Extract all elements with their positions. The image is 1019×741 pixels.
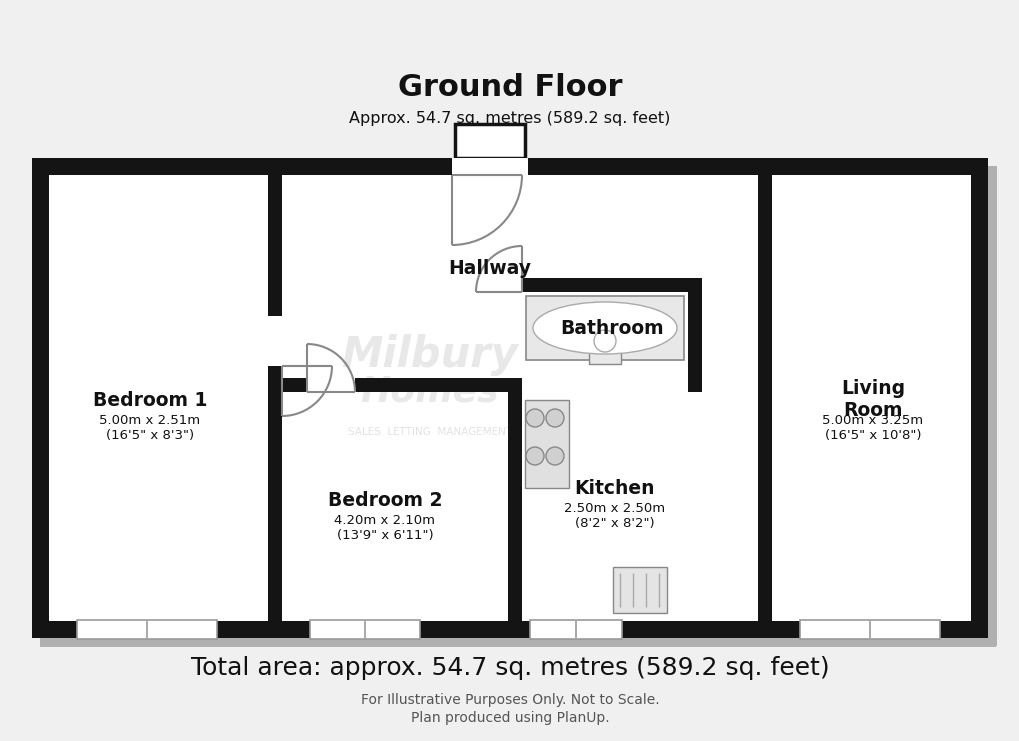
Circle shape: [593, 330, 615, 352]
Bar: [49, 175, 970, 621]
Text: 5.00m x 2.51m: 5.00m x 2.51m: [99, 413, 201, 427]
Bar: [32, 158, 987, 638]
Text: Bedroom 2: Bedroom 2: [327, 491, 442, 510]
Bar: [364, 620, 366, 639]
Ellipse shape: [533, 302, 677, 354]
Text: Homes: Homes: [361, 375, 499, 409]
Circle shape: [545, 447, 564, 465]
Bar: [526, 296, 684, 360]
Bar: [268, 316, 282, 366]
Text: Approx. 54.7 sq. metres (589.2 sq. feet): Approx. 54.7 sq. metres (589.2 sq. feet): [348, 110, 671, 125]
Bar: [310, 620, 420, 639]
Bar: [454, 124, 525, 158]
Bar: [507, 292, 523, 338]
Text: 4.20m x 2.10m: 4.20m x 2.10m: [334, 514, 435, 527]
Bar: [757, 175, 771, 621]
Bar: [987, 166, 996, 646]
Text: For Illustrative Purposes Only. Not to Scale.: For Illustrative Purposes Only. Not to S…: [361, 693, 658, 707]
Bar: [40, 638, 995, 647]
Bar: [507, 378, 522, 621]
Text: Kitchen: Kitchen: [574, 479, 654, 497]
Bar: [522, 278, 688, 292]
Text: 5.00m x 3.25m: 5.00m x 3.25m: [821, 413, 922, 427]
Text: Living
Room: Living Room: [840, 379, 904, 420]
Bar: [612, 567, 666, 613]
Bar: [281, 378, 507, 392]
Bar: [454, 124, 525, 158]
Bar: [799, 620, 940, 639]
Bar: [530, 620, 622, 639]
Text: Milbury: Milbury: [341, 334, 518, 376]
Text: (8'2" x 8'2"): (8'2" x 8'2"): [575, 516, 654, 530]
Circle shape: [526, 447, 543, 465]
Text: Bedroom 1: Bedroom 1: [93, 391, 207, 410]
Bar: [146, 620, 148, 639]
Bar: [76, 620, 217, 639]
Bar: [588, 318, 621, 364]
Bar: [688, 278, 701, 392]
Text: SALES  LETTING  MANAGEMENT: SALES LETTING MANAGEMENT: [347, 427, 512, 437]
Bar: [530, 620, 622, 639]
Bar: [799, 620, 940, 639]
Text: Hallway: Hallway: [448, 259, 531, 277]
Text: Plan produced using PlanUp.: Plan produced using PlanUp.: [411, 711, 608, 725]
Bar: [575, 620, 577, 639]
Text: (16'5" x 8'3"): (16'5" x 8'3"): [106, 428, 194, 442]
Bar: [525, 400, 569, 488]
Text: Total area: approx. 54.7 sq. metres (589.2 sq. feet): Total area: approx. 54.7 sq. metres (589…: [191, 656, 828, 680]
Bar: [868, 620, 870, 639]
Bar: [76, 620, 217, 639]
Text: Ground Floor: Ground Floor: [397, 73, 622, 102]
Text: 2.50m x 2.50m: 2.50m x 2.50m: [564, 502, 665, 514]
Bar: [268, 175, 281, 621]
Bar: [451, 158, 528, 177]
Text: (13'9" x 6'11"): (13'9" x 6'11"): [336, 528, 433, 542]
Bar: [310, 620, 420, 639]
Text: (16'5" x 10'8"): (16'5" x 10'8"): [824, 428, 920, 442]
Bar: [307, 378, 355, 393]
Circle shape: [545, 409, 564, 427]
Circle shape: [526, 409, 543, 427]
Text: Bathroom: Bathroom: [559, 319, 663, 337]
